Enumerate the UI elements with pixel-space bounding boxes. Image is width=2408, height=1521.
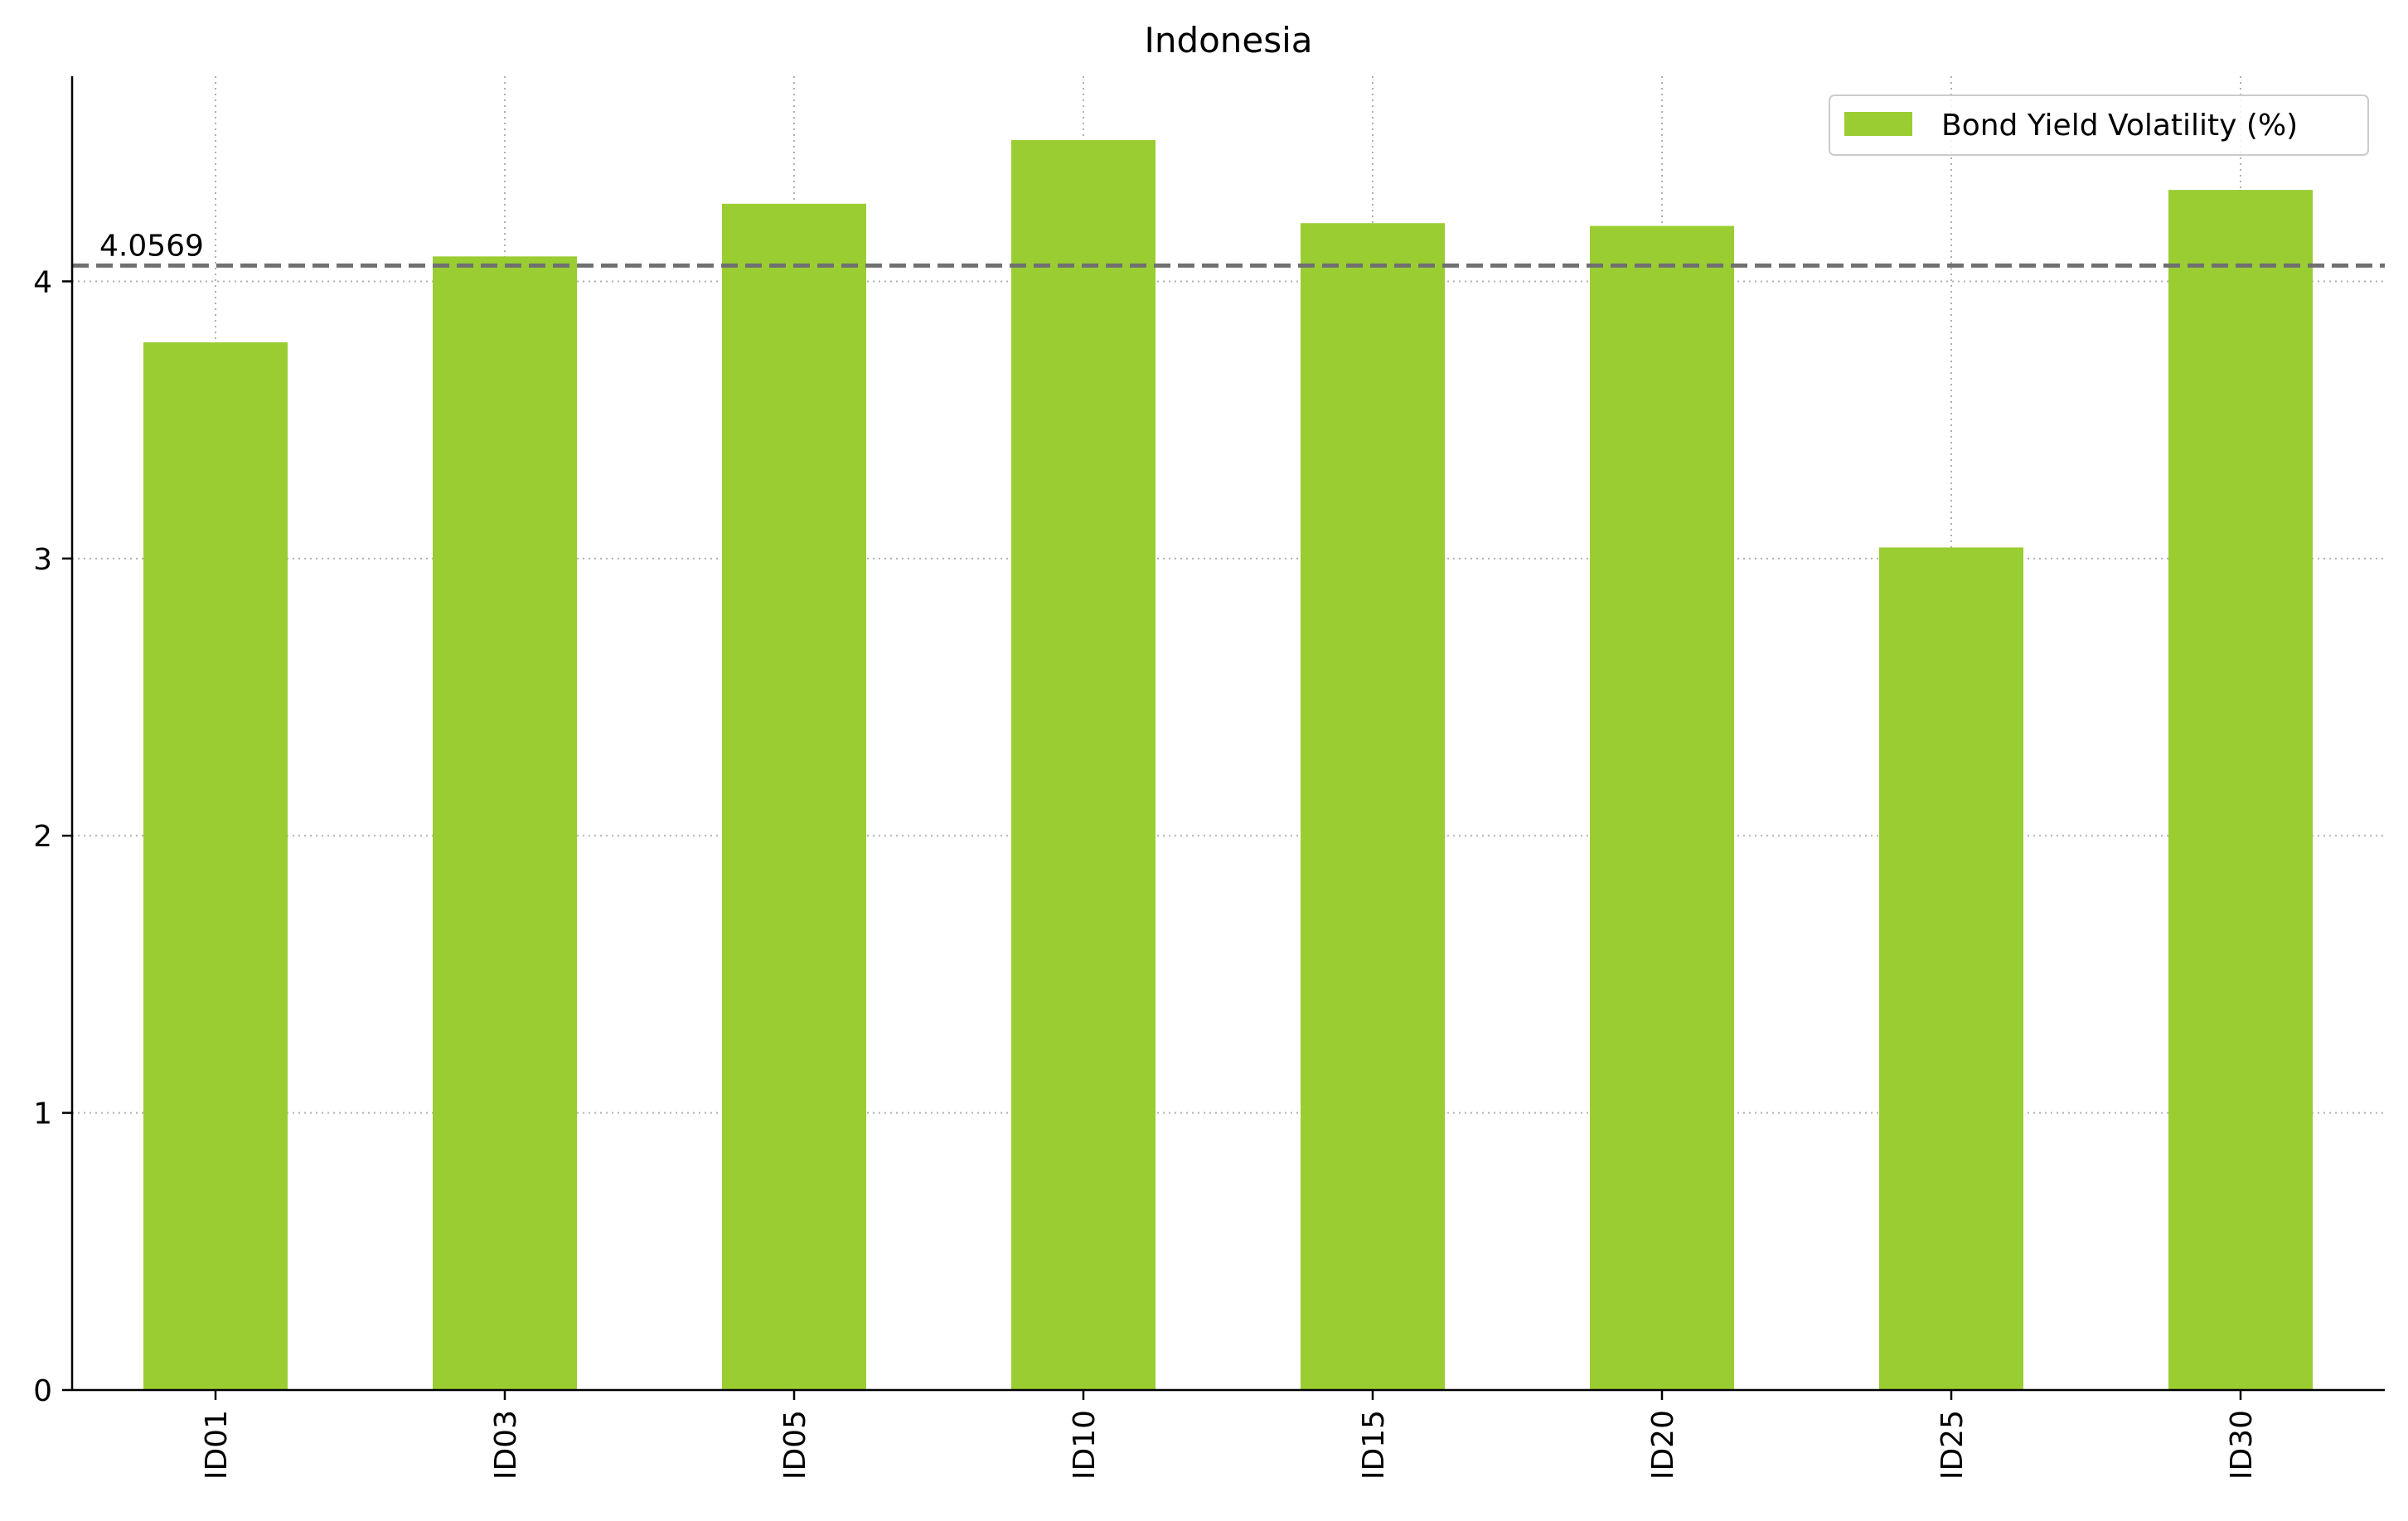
x-tick-label: ID20 — [1646, 1410, 1680, 1480]
x-tick-label: ID03 — [489, 1410, 523, 1480]
axes: 0 1 2 3 4 ID01 ID03 ID05 ID10 ID15 ID20 ID25 ID30 — [33, 76, 2385, 1480]
bars — [143, 139, 2313, 1391]
y-tick-label: 0 — [33, 1374, 52, 1408]
reference-line-label: 4.0569 — [99, 229, 204, 263]
y-tick-label: 1 — [33, 1097, 52, 1131]
x-tick-label: ID01 — [200, 1410, 234, 1480]
legend: Bond Yield Volatility (%) — [1829, 94, 2369, 156]
y-tick-label: 3 — [33, 543, 52, 577]
legend-box — [1829, 94, 2369, 156]
bar-id25 — [1879, 547, 2023, 1390]
bar-id15 — [1301, 223, 1445, 1391]
x-tick-label: ID05 — [778, 1410, 812, 1480]
grid — [72, 76, 2385, 1391]
reference-line-group: 4.0569 — [72, 229, 2385, 268]
bar-id30 — [2168, 190, 2313, 1391]
bar-id10 — [1011, 139, 1156, 1390]
bar-id05 — [722, 203, 866, 1390]
legend-label: Bond Yield Volatility (%) — [1941, 109, 2298, 143]
x-tick-label: ID10 — [1068, 1410, 1102, 1480]
bar-id03 — [433, 256, 577, 1391]
bar-id20 — [1590, 225, 1734, 1391]
chart-title: Indonesia — [1144, 20, 1312, 61]
bar-id01 — [143, 342, 288, 1390]
legend-swatch — [1844, 112, 1912, 136]
y-tick-label: 2 — [33, 820, 52, 854]
x-tick-label: ID15 — [1357, 1410, 1391, 1480]
x-tick-label: ID30 — [2225, 1410, 2259, 1480]
y-tick-label: 4 — [33, 265, 52, 299]
x-tick-label: ID25 — [1936, 1410, 1970, 1480]
